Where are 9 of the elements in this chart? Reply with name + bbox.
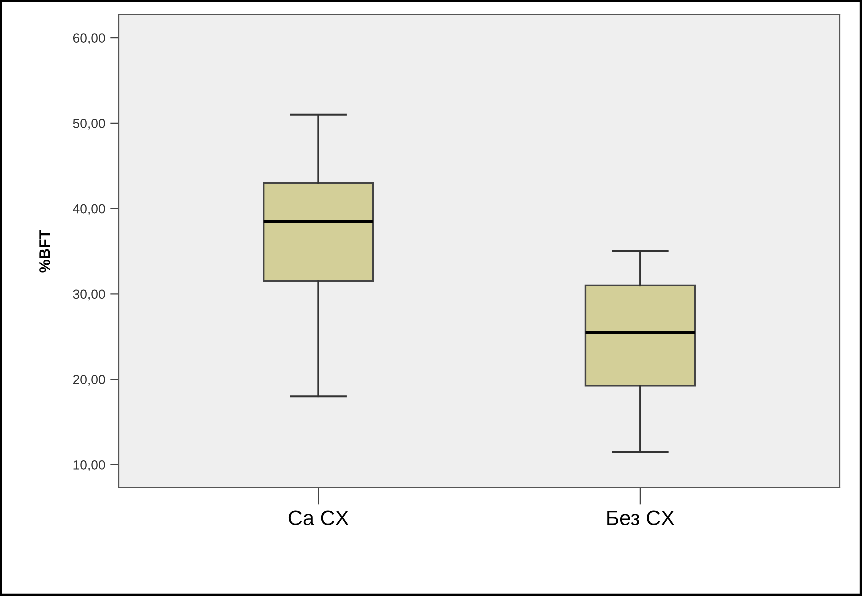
y-tick-label: 20,00 <box>73 375 106 386</box>
y-tick-label: 30,00 <box>73 290 106 301</box>
y-tick-label: 60,00 <box>73 34 106 45</box>
x-tick-label: Ca CX <box>288 510 349 526</box>
y-tick-label: 10,00 <box>74 460 106 472</box>
y-tick-label: 50,00 <box>73 119 106 130</box>
y-axis-title: %BFT <box>40 230 50 273</box>
x-tick-label: Без CX <box>608 510 675 526</box>
y-tick-label: 40,00 <box>73 204 106 216</box>
